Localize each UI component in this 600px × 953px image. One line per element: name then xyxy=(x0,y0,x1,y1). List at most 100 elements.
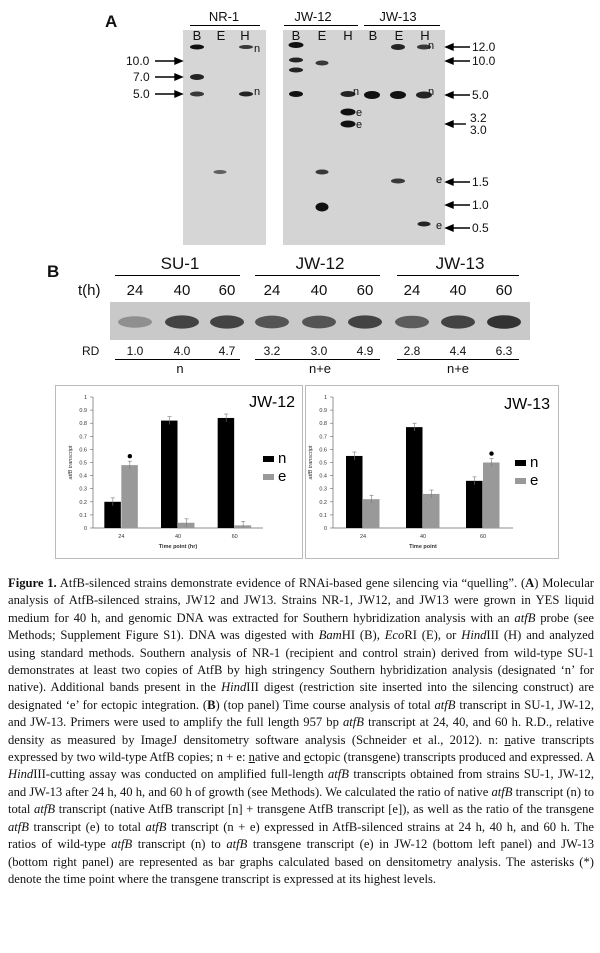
bar-e-60 xyxy=(483,463,500,529)
rd-value: 4.9 xyxy=(348,344,382,358)
marker-right-12: 12.0 xyxy=(472,40,495,54)
gel-band xyxy=(255,316,289,329)
x-tick-label: 40 xyxy=(420,534,426,540)
strain-header-jw13-underline xyxy=(397,275,519,276)
gel-band xyxy=(348,315,382,328)
group-n-bracket xyxy=(115,359,240,360)
y-tick-label: 0.8 xyxy=(319,421,327,427)
y-tick-label: 0.3 xyxy=(79,487,87,493)
time-point: 24 xyxy=(255,282,289,299)
y-tick-label: 0.6 xyxy=(79,447,87,453)
gel-band xyxy=(165,315,199,328)
bar-e-40 xyxy=(423,494,440,528)
legend-swatch-e xyxy=(263,474,274,480)
gel-band xyxy=(487,315,521,329)
band-label-n: n xyxy=(428,86,434,98)
x-tick-label: 24 xyxy=(360,534,366,540)
blot-group-nr1-underline xyxy=(190,25,260,26)
lane-nr1-e: E xyxy=(212,28,230,43)
marker-right-1-5: 1.5 xyxy=(472,175,489,189)
time-point: 40 xyxy=(441,282,475,299)
band-label-e: e xyxy=(356,119,362,131)
blot-band xyxy=(364,91,380,99)
chart-jw12: 0 0.1 0.2 0.3 0.4 0.5 0.6 0.7 0.8 0.9 1 atfB transc… xyxy=(55,385,301,557)
gel-band xyxy=(441,315,475,328)
bar-n-60 xyxy=(466,481,483,528)
gel-band xyxy=(302,316,336,329)
y-tick-label: 0.7 xyxy=(319,434,327,440)
chart-jw13: 0 0.1 0.2 0.3 0.4 0.5 0.6 0.7 0.8 0.9 1 atfB transc… xyxy=(305,385,557,557)
bar-e-24 xyxy=(121,465,138,528)
time-point: 24 xyxy=(395,282,429,299)
bar-n-40 xyxy=(161,421,178,528)
y-tick-label: 0.4 xyxy=(79,474,87,480)
x-axis-label: Time point xyxy=(409,544,437,550)
strain-header-jw12: JW-12 xyxy=(270,254,370,274)
marker-right-5: 5.0 xyxy=(472,88,489,102)
band-label-n: n xyxy=(254,86,260,98)
y-tick-label: 0 xyxy=(324,526,327,532)
x-tick-label: 60 xyxy=(480,534,486,540)
y-tick-label: 0.9 xyxy=(319,408,327,414)
band-label-e: e xyxy=(436,220,442,232)
y-tick-label: 0.5 xyxy=(79,461,87,467)
blot-band xyxy=(391,179,405,184)
band-label-e: e xyxy=(356,107,362,119)
blot-band xyxy=(289,58,303,63)
panel-b-label: B xyxy=(47,262,59,282)
group-label-n: n xyxy=(165,361,195,376)
legend-swatch-n xyxy=(263,456,274,462)
group-label-ne: n+e xyxy=(438,361,478,376)
marker-left-5: 5.0 xyxy=(133,87,150,101)
strain-header-jw13: JW-13 xyxy=(410,254,510,274)
rd-value: 2.8 xyxy=(395,344,429,358)
blot-group-jw13: JW-13 xyxy=(368,9,428,24)
y-tick-label: 1 xyxy=(84,395,87,401)
blot-band xyxy=(316,203,329,212)
blot-group-jw12: JW-12 xyxy=(285,9,341,24)
caption-body: (A) Molecular analysis of AtfB-silenced … xyxy=(8,576,594,886)
marker-right-3-0: 3.0 xyxy=(470,123,487,137)
blot-band xyxy=(190,92,204,97)
caption-title: Figure 1. xyxy=(8,576,57,590)
lane-jw12-h: H xyxy=(339,28,357,43)
blot-band xyxy=(316,61,329,66)
blot-band xyxy=(341,109,356,116)
band-label-e: e xyxy=(436,174,442,186)
legend-swatch-n xyxy=(515,460,526,466)
y-axis-label: atfB transcript xyxy=(68,445,74,479)
y-tick-label: 0.7 xyxy=(79,434,87,440)
strain-header-jw12-underline xyxy=(255,275,380,276)
time-point: 60 xyxy=(210,282,244,299)
time-point: 60 xyxy=(348,282,382,299)
y-tick-label: 0.1 xyxy=(319,513,327,519)
time-point: 24 xyxy=(118,282,152,299)
y-tick-label: 0 xyxy=(84,526,87,532)
rd-value: 4.7 xyxy=(210,344,244,358)
lane-nr1-b: B xyxy=(188,28,206,43)
gel-band xyxy=(118,316,152,327)
rd-value: 4.0 xyxy=(165,344,199,358)
blot-group-nr1: NR-1 xyxy=(196,9,252,24)
legend-label-n: n xyxy=(278,450,286,467)
bar-e-24 xyxy=(363,499,380,528)
strain-header-su1: SU-1 xyxy=(130,254,230,274)
blot-band xyxy=(239,45,253,49)
blot-group-jw12-underline xyxy=(284,25,358,26)
rd-value: 6.3 xyxy=(487,344,521,358)
gel-band xyxy=(395,316,429,329)
time-point: 40 xyxy=(165,282,199,299)
band-label-n: n xyxy=(353,86,359,98)
rd-value: 3.2 xyxy=(255,344,289,358)
y-tick-label: 0.4 xyxy=(319,474,327,480)
marker-right-0-5: 0.5 xyxy=(472,221,489,235)
gel-image xyxy=(110,302,530,342)
bar-n-40 xyxy=(406,427,423,528)
caption-lead: AtfB-silenced strains demonstrate eviden… xyxy=(60,576,517,590)
y-tick-label: 1 xyxy=(324,395,327,401)
x-tick-label: 40 xyxy=(175,534,181,540)
y-tick-label: 0.8 xyxy=(79,421,87,427)
marker-right-10: 10.0 xyxy=(472,54,495,68)
x-tick-label: 24 xyxy=(118,534,124,540)
band-label-n: n xyxy=(254,43,260,55)
